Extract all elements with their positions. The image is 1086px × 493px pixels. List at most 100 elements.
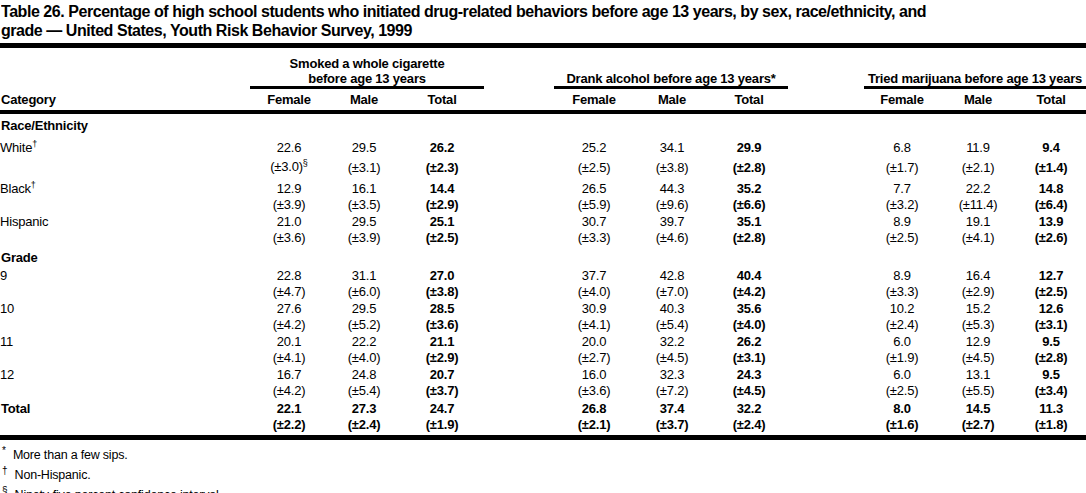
- value-cell: 13.1: [940, 366, 1016, 383]
- value-cell: 16.1: [328, 176, 400, 197]
- value-cell: 31.1: [328, 267, 400, 284]
- col-header-male: Male: [328, 88, 400, 113]
- value-cell: 35.6: [710, 300, 788, 317]
- total-row-label: Total: [0, 399, 250, 417]
- value-cell: 14.4: [400, 176, 484, 197]
- value-cell: 12.9: [250, 176, 328, 197]
- row-label: 11: [0, 333, 250, 350]
- ci-cell: (±3.9): [328, 230, 400, 246]
- value-cell: 14.5: [940, 399, 1016, 417]
- ci-cell: (±5.3): [940, 317, 1016, 333]
- table-row: 922.831.127.037.742.840.48.916.412.7: [0, 267, 1086, 284]
- value-cell: 32.2: [634, 333, 710, 350]
- ci-cell: (±2.4): [864, 317, 940, 333]
- ci-cell: (±3.6): [250, 230, 328, 246]
- col-header-total: Total: [400, 88, 484, 113]
- table-ci-row: (±4.2)(±5.4)(±3.7)(±3.6)(±7.2)(±4.5)(±2.…: [0, 383, 1086, 399]
- ci-cell: (±2.8): [710, 230, 788, 246]
- ci-cell: (±2.4): [710, 417, 788, 438]
- column-spacer: [484, 88, 554, 113]
- page-title-line-2: grade — United States, Youth Risk Behavi…: [1, 21, 1086, 40]
- row-label: 10: [0, 300, 250, 317]
- table-row: 1120.122.221.120.032.226.26.012.99.5: [0, 333, 1086, 350]
- ci-cell: (±2.6): [1016, 230, 1086, 246]
- row-label-text: White: [0, 140, 32, 155]
- column-spacer: [788, 197, 864, 213]
- ci-cell: (±2.5): [864, 230, 940, 246]
- section-row: Race/Ethnicity: [0, 112, 1086, 135]
- ci-cell: (±3.0)§: [250, 156, 328, 175]
- empty-label-cell: [0, 417, 250, 438]
- ci-cell: (±7.0): [634, 284, 710, 300]
- column-spacer: [788, 88, 864, 113]
- value-cell: 21.1: [400, 333, 484, 350]
- column-spacer: [484, 417, 554, 438]
- table-row: Hispanic21.029.525.130.739.735.18.919.11…: [0, 213, 1086, 230]
- value-cell: 25.1: [400, 213, 484, 230]
- ci-cell: (±3.5): [328, 197, 400, 213]
- ci-cell: (±3.6): [554, 383, 634, 399]
- ci-cell: (±2.5): [1016, 284, 1086, 300]
- column-spacer: [788, 230, 864, 246]
- group-header-alcohol: Drank alcohol before age 13 years*: [554, 48, 788, 88]
- value-cell: 30.7: [554, 213, 634, 230]
- column-spacer: [484, 366, 554, 383]
- value-cell: 34.1: [634, 135, 710, 156]
- value-cell: 39.7: [634, 213, 710, 230]
- empty-label-cell: [0, 350, 250, 366]
- ci-cell: (±2.3): [400, 156, 484, 175]
- footnotes: *More than a few sips. †Non-Hispanic. §N…: [0, 440, 1086, 493]
- ci-cell: (±4.1): [250, 350, 328, 366]
- ci-cell: (±3.1): [710, 350, 788, 366]
- column-spacer: [484, 317, 554, 333]
- ci-cell: (±5.4): [328, 383, 400, 399]
- value-cell: 7.7: [864, 176, 940, 197]
- empty-label-cell: [0, 317, 250, 333]
- value-cell: 13.9: [1016, 213, 1086, 230]
- table-ci-row: (±4.1)(±4.0)(±2.9)(±2.7)(±4.5)(±3.1)(±1.…: [0, 350, 1086, 366]
- ci-cell: (±2.4): [328, 417, 400, 438]
- value-cell: 8.9: [864, 213, 940, 230]
- column-spacer: [788, 333, 864, 350]
- title-block: Table 26. Percentage of high school stud…: [0, 0, 1086, 48]
- row-label-text: Black: [0, 181, 31, 196]
- col-header-male: Male: [940, 88, 1016, 113]
- ci-cell: (±2.5): [400, 230, 484, 246]
- value-cell: 37.4: [634, 399, 710, 417]
- column-spacer: [484, 383, 554, 399]
- ci-cell: (±2.1): [940, 156, 1016, 175]
- value-cell: 21.0: [250, 213, 328, 230]
- column-spacer: [788, 267, 864, 284]
- ci-cell: (±1.6): [864, 417, 940, 438]
- value-cell: 8.0: [864, 399, 940, 417]
- column-spacer: [788, 417, 864, 438]
- value-cell: 22.2: [328, 333, 400, 350]
- ci-cell: (±3.9): [250, 197, 328, 213]
- value-cell: 37.7: [554, 267, 634, 284]
- footnote-text: Non-Hispanic.: [15, 468, 91, 482]
- category-header-spacer: [0, 48, 250, 88]
- footnote: §Ninety-five percent confidence interval…: [2, 483, 1086, 493]
- column-spacer: [788, 383, 864, 399]
- ci-cell: (±3.8): [634, 156, 710, 175]
- column-spacer: [788, 300, 864, 317]
- ci-cell: (±5.2): [328, 317, 400, 333]
- column-spacer: [484, 213, 554, 230]
- ci-cell: (±4.0): [710, 317, 788, 333]
- column-spacer: [788, 399, 864, 417]
- value-cell: 9.5: [1016, 366, 1086, 383]
- empty-label-cell: [0, 156, 250, 175]
- col-header-female: Female: [250, 88, 328, 113]
- value-cell: 40.4: [710, 267, 788, 284]
- footnote-text: More than a few sips.: [13, 448, 128, 462]
- ci-cell: (±2.9): [940, 284, 1016, 300]
- column-spacer: [484, 48, 554, 88]
- column-spacer: [788, 350, 864, 366]
- column-spacer: [484, 300, 554, 317]
- value-cell: 20.0: [554, 333, 634, 350]
- ci-cell: (±3.1): [328, 156, 400, 175]
- ci-cell: (±3.6): [400, 317, 484, 333]
- row-label-text: 10: [0, 301, 14, 316]
- row-label: White†: [0, 135, 250, 156]
- ci-cell: (±4.6): [634, 230, 710, 246]
